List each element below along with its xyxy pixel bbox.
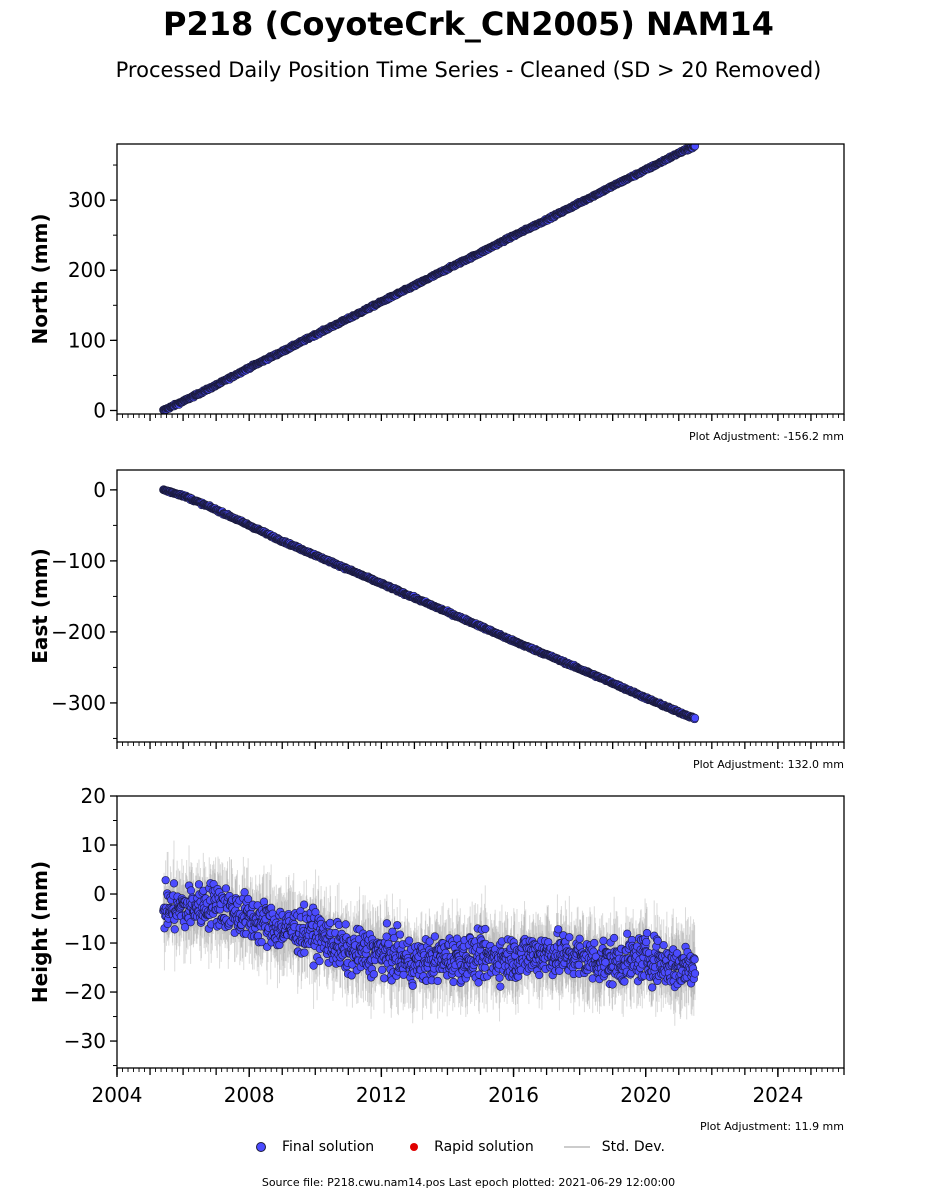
data-point <box>347 971 356 980</box>
data-point <box>309 961 318 970</box>
data-point <box>170 925 179 934</box>
data-point <box>299 900 309 909</box>
figure-title: P218 (CoyoteCrk_CN2005) NAM14 <box>163 5 774 43</box>
y-tick-label: 0 <box>93 478 106 502</box>
data-point <box>408 981 417 990</box>
data-point <box>300 948 309 957</box>
data-layer <box>159 144 700 414</box>
data-point <box>382 919 392 928</box>
plot-area <box>117 144 844 414</box>
data-point <box>341 920 350 929</box>
data-point <box>395 930 405 939</box>
data-point <box>389 933 399 943</box>
y-tick-label: 100 <box>68 328 106 352</box>
data-point <box>393 921 402 930</box>
data-point <box>334 920 344 929</box>
data-point <box>221 884 231 893</box>
y-tick-label: −300 <box>51 691 106 715</box>
data-layer <box>159 485 700 724</box>
data-point <box>690 713 700 723</box>
plot-adjustment-note: Plot Adjustment: -156.2 mm <box>689 430 844 443</box>
data-point <box>194 880 204 889</box>
y-tick-label: 300 <box>68 188 106 212</box>
y-tick-label: −100 <box>51 549 106 573</box>
data-point <box>186 886 196 895</box>
data-point <box>180 923 190 932</box>
data-point <box>315 957 324 966</box>
data-point <box>244 894 253 904</box>
y-axis-label: North (mm) <box>28 213 52 344</box>
data-point <box>378 965 387 974</box>
data-point <box>405 936 414 945</box>
y-tick-label: 0 <box>93 398 106 422</box>
data-point <box>169 879 179 888</box>
data-point <box>257 937 266 947</box>
data-point <box>690 144 700 151</box>
data-point <box>240 888 249 897</box>
data-point <box>161 876 170 885</box>
figure-subtitle: Processed Daily Position Time Series - C… <box>115 58 822 82</box>
data-point <box>186 918 195 927</box>
y-tick-label: −200 <box>51 620 106 644</box>
y-tick-label: 200 <box>68 258 106 282</box>
data-point <box>369 970 378 979</box>
data-point <box>326 918 335 927</box>
panel-1: 0 100 200 300 North (mm) Plot Adjustment: -15… <box>28 143 845 443</box>
y-axis-label: East (mm) <box>28 548 52 664</box>
data-point <box>380 974 389 983</box>
data-layer <box>159 840 700 1026</box>
panel-2: 0 −100 −200 −300 East (mm) Plot Adjustment: 1… <box>28 469 845 771</box>
plot-adjustment-note: Plot Adjustment: 132.0 mm <box>693 758 844 771</box>
